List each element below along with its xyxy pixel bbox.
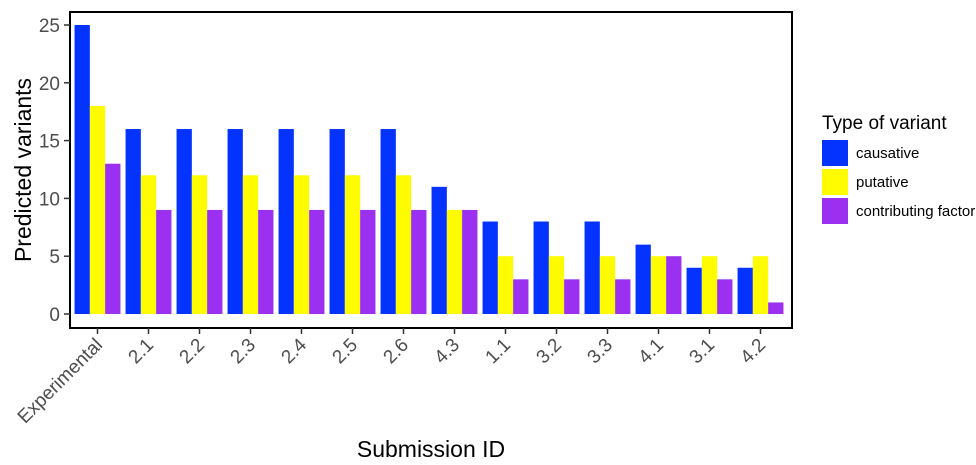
x-tick-label: 4.1 bbox=[635, 335, 669, 369]
legend-swatch-contributing-factor bbox=[822, 198, 848, 224]
legend-label: contributing factor bbox=[856, 203, 975, 220]
bar-causative-3-2 bbox=[533, 221, 549, 314]
bar-causative-2-4 bbox=[278, 129, 294, 314]
y-tick-label: 5 bbox=[49, 247, 60, 268]
bar-putative-2-3 bbox=[242, 175, 259, 314]
bar-putative-3-2 bbox=[548, 256, 565, 314]
axes-layer bbox=[69, 11, 793, 329]
bar-putative-4-3 bbox=[446, 209, 463, 314]
x-tick-label: 3.2 bbox=[533, 335, 567, 369]
x-tick-label: 2.2 bbox=[176, 335, 210, 369]
y-tick-label: 25 bbox=[39, 16, 60, 37]
y-axis-title: Predicted variants bbox=[10, 78, 36, 262]
bar-putative-3-1 bbox=[701, 256, 718, 314]
x-tick-label: 3.3 bbox=[584, 335, 618, 369]
bar-putative-4-1 bbox=[650, 256, 667, 314]
bar-contributing-factor-3-1 bbox=[717, 279, 733, 314]
bar-putative-2-5 bbox=[344, 175, 361, 314]
bar-contributing-factor-3-2 bbox=[564, 279, 580, 314]
x-axis: Experimental 2.1 2.2 2.3 2.4 2.5 2.6 4.3 1.1 3.2 3… bbox=[14, 328, 770, 428]
bar-causative-4-3 bbox=[431, 186, 447, 314]
bar-causative-1-1 bbox=[482, 221, 498, 314]
bar-causative-3-3 bbox=[584, 221, 600, 314]
legend-swatch-putative bbox=[822, 169, 848, 195]
bar-putative-2-4 bbox=[293, 175, 310, 314]
bar-putative-1-1 bbox=[497, 256, 514, 314]
bar-causative-2-6 bbox=[380, 129, 396, 314]
x-tick-label: 4.2 bbox=[737, 335, 771, 369]
bar-causative-3-1 bbox=[686, 267, 702, 314]
y-tick-label: 20 bbox=[39, 74, 60, 95]
bar-putative-experimental bbox=[89, 105, 106, 314]
x-tick-label: 2.4 bbox=[278, 334, 312, 368]
bar-causative-4-2 bbox=[737, 267, 753, 314]
bar-contributing-factor-2-2 bbox=[207, 209, 223, 314]
bar-contributing-factor-1-1 bbox=[513, 279, 529, 314]
bar-contributing-factor-experimental bbox=[105, 163, 121, 314]
bar-putative-2-2 bbox=[191, 175, 208, 314]
y-tick-label: 10 bbox=[39, 189, 60, 210]
bar-contributing-factor-2-1 bbox=[156, 209, 172, 314]
x-tick-label: Experimental bbox=[14, 335, 107, 428]
bar-putative-2-1 bbox=[140, 175, 157, 314]
bar-causative-2-2 bbox=[176, 129, 192, 314]
legend-swatch-causative bbox=[822, 140, 848, 166]
bar-contributing-factor-2-6 bbox=[411, 209, 427, 314]
x-tick-label: 2.6 bbox=[380, 335, 414, 369]
y-tick-label: 0 bbox=[49, 305, 60, 326]
bar-putative-2-6 bbox=[395, 175, 412, 314]
x-tick-label: 2.1 bbox=[125, 335, 159, 369]
bar-causative-2-5 bbox=[329, 129, 345, 314]
bar-contributing-factor-3-3 bbox=[615, 279, 631, 314]
bar-causative-experimental bbox=[74, 25, 90, 314]
legend-label: putative bbox=[856, 174, 909, 191]
bar-putative-4-2 bbox=[752, 256, 769, 314]
bar-contributing-factor-4-2 bbox=[768, 302, 784, 314]
bar-causative-4-1 bbox=[635, 244, 651, 314]
x-tick-label: 3.1 bbox=[686, 335, 720, 369]
bar-contributing-factor-4-3 bbox=[462, 209, 478, 314]
x-axis-title: Submission ID bbox=[357, 436, 505, 460]
x-tick-label: 2.5 bbox=[329, 335, 363, 369]
legend: Type of variant causative putative contrib… bbox=[822, 113, 975, 224]
x-tick-label: 2.3 bbox=[227, 335, 261, 369]
bar-putative-3-3 bbox=[599, 256, 616, 314]
x-tick-label: 1.1 bbox=[482, 335, 516, 369]
legend-title: Type of variant bbox=[822, 113, 947, 134]
bar-contributing-factor-2-5 bbox=[360, 209, 376, 314]
y-axis: 0 5 10 15 20 25 bbox=[39, 16, 70, 326]
bars-layer bbox=[74, 25, 784, 314]
y-tick-label: 15 bbox=[39, 132, 60, 153]
bar-contributing-factor-4-1 bbox=[666, 256, 682, 314]
bar-contributing-factor-2-4 bbox=[309, 209, 325, 314]
bar-causative-2-1 bbox=[125, 129, 141, 314]
legend-label: causative bbox=[856, 145, 919, 162]
bar-contributing-factor-2-3 bbox=[258, 209, 274, 314]
bar-causative-2-3 bbox=[227, 129, 243, 314]
plot-border bbox=[69, 11, 793, 329]
x-tick-label: 4.3 bbox=[431, 335, 465, 369]
